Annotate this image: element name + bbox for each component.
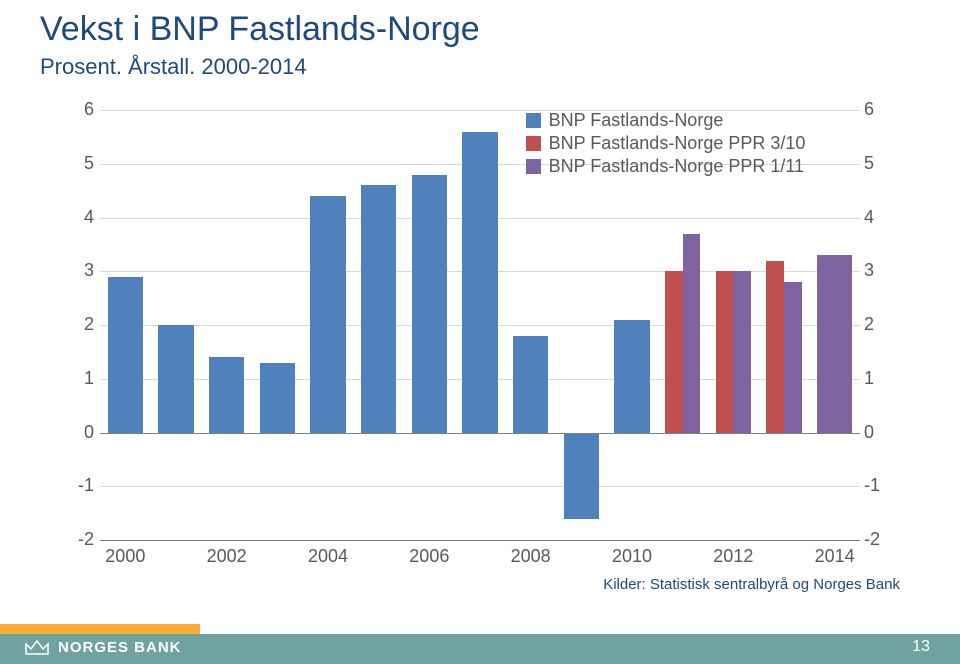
y-tick-right: 3 xyxy=(864,260,894,281)
legend-label: BNP Fastlands-Norge xyxy=(549,110,724,131)
bar xyxy=(260,363,295,433)
bar xyxy=(361,185,396,432)
y-tick-left: 2 xyxy=(60,314,94,335)
bar xyxy=(683,234,701,433)
y-tick-right: 2 xyxy=(864,314,894,335)
bar xyxy=(158,325,193,433)
bar xyxy=(614,320,649,433)
x-tick-label: 2000 xyxy=(100,546,151,567)
y-tick-left: 5 xyxy=(60,153,94,174)
bar xyxy=(564,433,599,519)
x-tick-label: 2008 xyxy=(505,546,556,567)
bar xyxy=(108,277,143,433)
footer-accent xyxy=(0,624,200,634)
legend-swatch xyxy=(526,159,541,174)
legend-label: BNP Fastlands-Norge PPR 3/10 xyxy=(549,133,806,154)
y-tick-right: 5 xyxy=(864,153,894,174)
crown-icon xyxy=(24,638,50,656)
legend-swatch xyxy=(526,136,541,151)
y-tick-right: -2 xyxy=(864,529,894,550)
bar xyxy=(412,175,447,433)
page-number: 13 xyxy=(912,638,930,656)
logo-text: NORGES BANK xyxy=(58,639,182,656)
legend-item: BNP Fastlands-Norge xyxy=(526,110,806,131)
gridline xyxy=(100,486,860,487)
x-tick-label: 2012 xyxy=(708,546,759,567)
y-tick-left: -1 xyxy=(60,475,94,496)
y-tick-right: 0 xyxy=(864,422,894,443)
bar xyxy=(733,271,751,432)
bar xyxy=(716,271,734,432)
x-tick-label: 2006 xyxy=(404,546,455,567)
bar xyxy=(310,196,345,433)
slide: Vekst i BNP Fastlands-Norge Prosent. Års… xyxy=(0,0,960,664)
bar xyxy=(784,282,802,433)
zero-axis xyxy=(100,433,860,434)
chart-subtitle: Prosent. Årstall. 2000-2014 xyxy=(40,54,307,80)
legend: BNP Fastlands-NorgeBNP Fastlands-Norge P… xyxy=(526,110,806,179)
bar xyxy=(462,132,497,433)
footer-bar: NORGES BANK 13 xyxy=(0,624,960,664)
y-tick-left: 3 xyxy=(60,260,94,281)
x-tick-label: 2002 xyxy=(201,546,252,567)
x-tick-label: 2004 xyxy=(303,546,354,567)
legend-label: BNP Fastlands-Norge PPR 1/11 xyxy=(549,156,804,177)
y-tick-left: 6 xyxy=(60,99,94,120)
x-tick-label: 2010 xyxy=(607,546,658,567)
bar xyxy=(817,255,852,432)
x-tick-label: 2014 xyxy=(809,546,860,567)
y-tick-left: 4 xyxy=(60,207,94,228)
y-tick-right: 1 xyxy=(864,368,894,389)
chart-area: -2-2-1-100112233445566200020022004200620… xyxy=(60,110,900,570)
y-tick-left: -2 xyxy=(60,529,94,550)
bar xyxy=(513,336,548,433)
y-tick-left: 0 xyxy=(60,422,94,443)
y-tick-right: 6 xyxy=(864,99,894,120)
y-tick-left: 1 xyxy=(60,368,94,389)
y-tick-right: 4 xyxy=(864,207,894,228)
source-text: Kilder: Statistisk sentralbyrå og Norges… xyxy=(603,576,900,593)
legend-swatch xyxy=(526,113,541,128)
y-tick-right: -1 xyxy=(864,475,894,496)
bar xyxy=(209,357,244,432)
norges-bank-logo: NORGES BANK xyxy=(24,638,182,656)
bar xyxy=(766,261,784,433)
legend-item: BNP Fastlands-Norge PPR 3/10 xyxy=(526,133,806,154)
bar xyxy=(665,271,683,432)
chart-title: Vekst i BNP Fastlands-Norge xyxy=(40,10,480,49)
legend-item: BNP Fastlands-Norge PPR 1/11 xyxy=(526,156,806,177)
